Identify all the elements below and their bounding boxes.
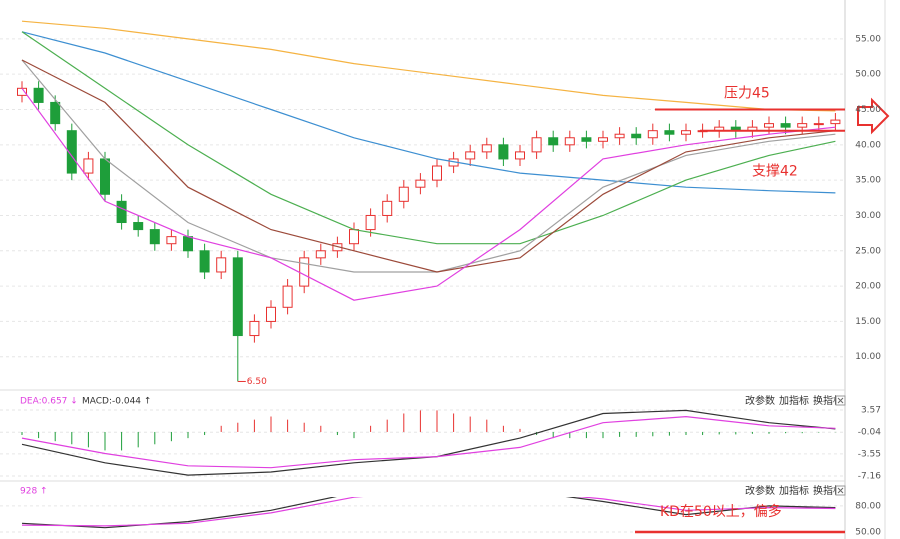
candle-body — [66, 130, 77, 174]
candle-body — [764, 123, 774, 128]
y-tick-label: 3.57 — [861, 405, 881, 415]
candle-body — [830, 119, 841, 125]
candle-body — [647, 130, 658, 139]
y-tick-label: 20.00 — [855, 282, 881, 292]
y-tick-label: 50.00 — [855, 528, 881, 538]
candle-body — [531, 137, 542, 153]
candle-body — [465, 151, 476, 160]
close-icon — [837, 397, 844, 404]
candle-body — [614, 133, 625, 139]
candle-body — [166, 236, 177, 245]
line-series — [21, 87, 836, 301]
y-tick-label: 25.00 — [855, 246, 881, 256]
macd-label: MACD:-0.044 ↑ — [82, 397, 151, 407]
toolbar-button[interactable]: 加指标 — [779, 484, 809, 497]
candle-body — [382, 200, 393, 216]
candle-body — [199, 250, 210, 273]
toolbar-button[interactable]: 改参数 — [745, 394, 775, 407]
candle-body — [349, 229, 359, 245]
y-tick-label: 30.00 — [855, 211, 881, 221]
line-series — [21, 415, 836, 469]
candle-body — [415, 179, 426, 188]
y-tick-label: 35.00 — [855, 176, 881, 186]
candle-body — [797, 123, 808, 128]
y-tick-label: 40.00 — [855, 140, 881, 150]
arrow-icon — [857, 97, 890, 135]
candle-body — [216, 257, 227, 273]
candle-body — [299, 257, 310, 287]
candle-body — [813, 123, 824, 126]
line-series — [21, 497, 836, 527]
line-series — [21, 31, 836, 194]
candle-body — [100, 158, 110, 195]
candle-body — [282, 285, 293, 308]
candle-body — [498, 144, 509, 160]
candle-body — [432, 165, 442, 181]
support-label: 支撑42 — [752, 164, 798, 180]
y-tick-label: 45.00 — [855, 105, 881, 115]
candle-body — [33, 87, 44, 103]
candle-body — [249, 320, 260, 337]
y-tick-label: -7.16 — [858, 472, 882, 482]
candle-body — [581, 137, 592, 142]
candle-body — [681, 130, 691, 135]
candle-body — [365, 214, 376, 231]
candle-body — [83, 158, 94, 174]
y-tick-label: 50.00 — [855, 70, 881, 80]
y-tick-label: 15.00 — [855, 317, 881, 327]
candle-body — [149, 229, 160, 245]
line-series — [21, 59, 836, 273]
y-tick-label: 80.00 — [855, 501, 881, 511]
candle-body — [515, 151, 525, 160]
candle-body — [548, 137, 559, 146]
candle-body — [183, 236, 193, 252]
toolbar-button[interactable]: 加指标 — [779, 394, 809, 407]
kd-annotation: KD在50以上，偏多 — [660, 503, 782, 520]
y-tick-label: 10.00 — [855, 352, 881, 362]
candle-body — [664, 130, 675, 135]
min-label: 6.50 — [247, 377, 267, 387]
candle-body — [398, 186, 409, 202]
candle-body — [266, 306, 276, 322]
toolbar-button[interactable]: 改参数 — [745, 484, 775, 497]
y-tick-label: 55.00 — [855, 34, 881, 44]
resistance-label: 压力45 — [724, 85, 770, 101]
y-tick-label: -3.55 — [858, 449, 881, 459]
close-icon — [837, 487, 844, 494]
candle-body — [133, 222, 144, 231]
line-series — [21, 59, 836, 273]
kd-label: 928 ↑ — [20, 487, 48, 497]
dea-label: DEA:0.657 ↓ — [20, 397, 78, 407]
candle-body — [631, 133, 642, 139]
candle-body — [598, 137, 608, 142]
candle-body — [50, 101, 61, 125]
candle-body — [780, 123, 791, 128]
candle-body — [315, 250, 326, 259]
y-tick-label: -0.04 — [858, 428, 882, 438]
candle-body — [116, 200, 127, 224]
candle-body — [481, 144, 492, 153]
candle-body — [564, 137, 575, 146]
line-series — [21, 31, 836, 245]
candle-body — [232, 257, 243, 337]
line-series — [21, 20, 836, 112]
